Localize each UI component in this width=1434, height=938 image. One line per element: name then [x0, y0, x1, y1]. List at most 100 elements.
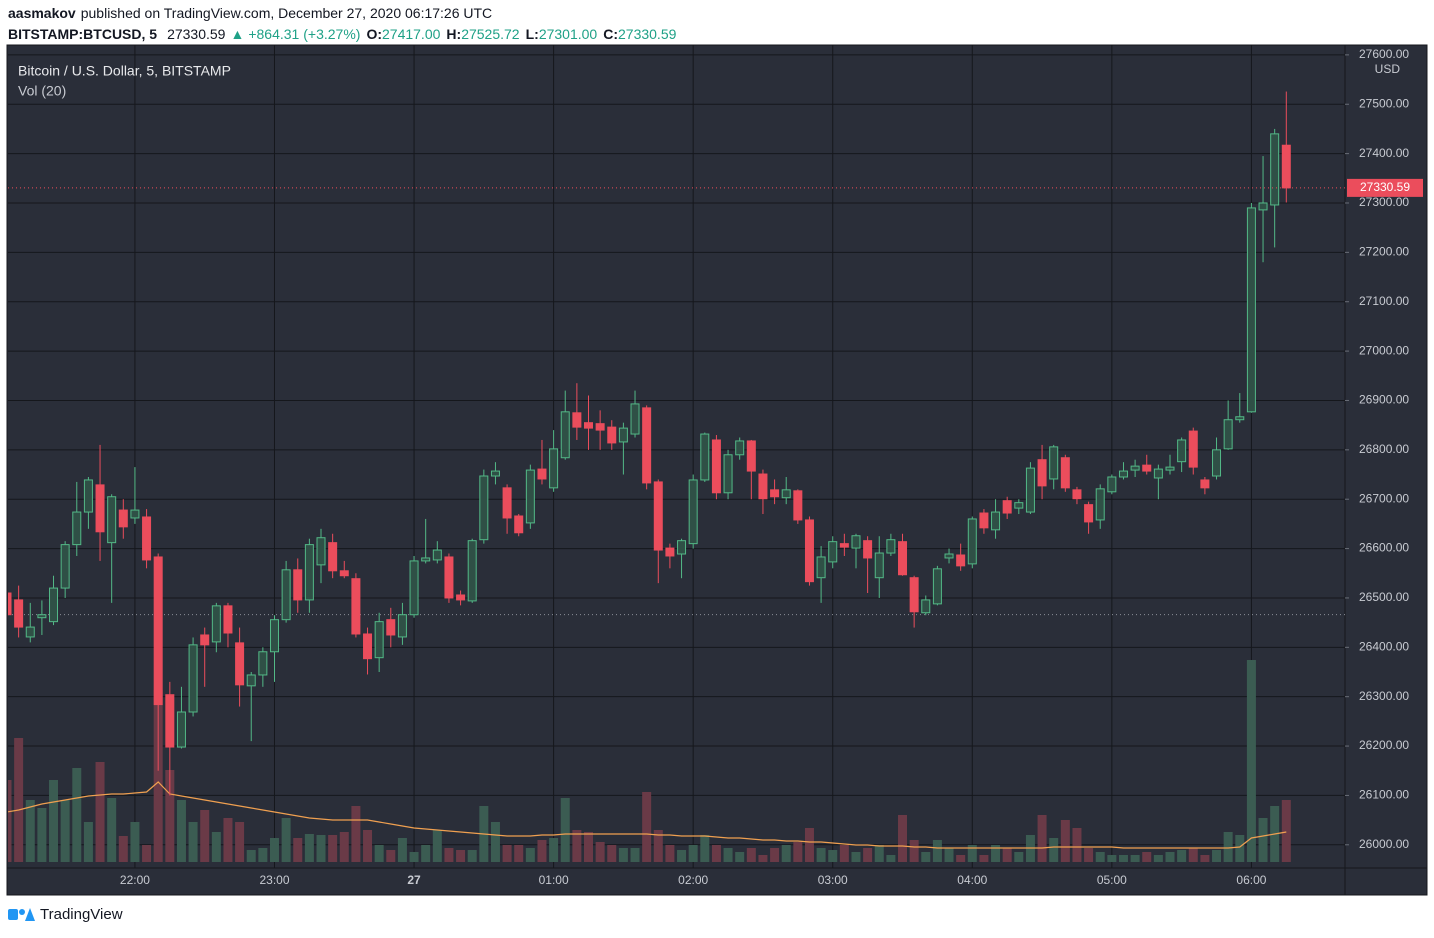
volume-bar [444, 848, 454, 862]
volume-bar [25, 800, 35, 862]
candle-body [770, 489, 780, 498]
logo [8, 908, 35, 921]
volume-bar [328, 835, 338, 862]
change: +864.31 (+3.27%) [248, 26, 360, 42]
volume-bar [944, 848, 954, 862]
candle-body [1165, 466, 1175, 471]
volume-bar [723, 848, 733, 862]
y-tick-label: 26800.00 [1359, 442, 1409, 456]
candle-body [711, 439, 721, 494]
open: 27417.00 [382, 26, 441, 42]
x-tick-label: 03:00 [818, 873, 848, 887]
volume-bar [502, 845, 512, 862]
candle-body [828, 541, 838, 563]
candle-body [898, 541, 908, 576]
volume-bar [804, 828, 814, 862]
candle-body [1095, 488, 1105, 521]
y-tick-label: 27200.00 [1359, 245, 1409, 259]
candle-body [863, 540, 873, 559]
candle-body [1037, 459, 1047, 487]
candle-body [677, 540, 687, 555]
candle-body [1235, 416, 1245, 421]
candle-body [386, 619, 396, 636]
volume-bar [467, 850, 477, 862]
volume-bar [991, 845, 1001, 862]
candle-body [1142, 464, 1152, 472]
candle-body [793, 490, 803, 521]
candle-body [188, 644, 198, 713]
candle-body [688, 479, 698, 545]
candle-body [467, 540, 477, 602]
candle-body [1188, 430, 1198, 468]
y-tick-label: 26100.00 [1359, 788, 1409, 802]
candle-body [944, 553, 954, 559]
candle-body [1002, 500, 1012, 514]
candle-body [490, 470, 500, 477]
volume-bar [490, 822, 500, 862]
candle-body [351, 578, 361, 635]
volume-bar [514, 845, 524, 862]
volume-bar [1142, 852, 1152, 862]
candle-body [165, 694, 175, 748]
candle-body [281, 569, 291, 621]
volume-bar [165, 770, 175, 862]
x-tick-label: 05:00 [1097, 873, 1127, 887]
candle-body [293, 569, 303, 601]
x-tick-label: 04:00 [957, 873, 987, 887]
candle-body [211, 605, 221, 643]
volume-bar [1223, 832, 1233, 862]
volume-bar [851, 852, 861, 862]
candle-body [921, 599, 931, 614]
volume-bar [642, 792, 652, 862]
candle-body [572, 412, 582, 428]
volume-bar [909, 840, 919, 862]
volume-bar [653, 830, 663, 862]
volume-bar [130, 822, 140, 862]
candle-body [397, 614, 407, 638]
candle-body [444, 556, 454, 599]
candle-body [479, 475, 489, 541]
candle-body [200, 634, 210, 646]
candle-body [758, 473, 768, 500]
volume-bar [932, 840, 942, 862]
candle-body [525, 469, 535, 524]
last-price-label: 27330.59 [1360, 180, 1410, 194]
candle-body [932, 568, 942, 605]
candle-body [304, 544, 314, 601]
volume-bar [363, 830, 373, 862]
volume-bar [1235, 835, 1245, 862]
y-tick-label: 27500.00 [1359, 96, 1409, 110]
low: 27301.00 [539, 26, 598, 42]
volume-bar [1177, 850, 1187, 862]
volume-bar [1188, 848, 1198, 862]
candle-body [1270, 133, 1280, 206]
candle-body [1153, 468, 1163, 479]
candle-body [956, 554, 966, 567]
y-tick-label: 27100.00 [1359, 294, 1409, 308]
brand[interactable]: TradingView [40, 906, 123, 923]
volume-bar [374, 845, 384, 862]
author[interactable]: aasmakov [8, 5, 76, 21]
currency: USD [1375, 62, 1401, 76]
volume-bar [397, 838, 407, 862]
volume-bar [235, 822, 245, 862]
volume-bar [770, 848, 780, 862]
volume-bar [1200, 855, 1210, 862]
volume-bar [1212, 850, 1222, 862]
volume-bar [537, 840, 547, 862]
candle-body [339, 570, 349, 577]
candle-body [258, 651, 268, 676]
volume-bar [816, 848, 826, 862]
volume-bar [793, 842, 803, 862]
candle-body [176, 711, 186, 748]
volume-bar [386, 850, 396, 862]
quote-line: BITSTAMP:BTCUSD, 5 27330.59 ▲ +864.31 (+3.2… [8, 26, 677, 42]
volume-bar [1153, 855, 1163, 862]
volume-bar [316, 835, 326, 862]
candle-body [432, 549, 442, 561]
candle-body [130, 509, 140, 519]
volume-bar [339, 832, 349, 862]
candle-body [886, 539, 896, 554]
volume-bar [1281, 800, 1291, 862]
volume-bar [967, 845, 977, 862]
